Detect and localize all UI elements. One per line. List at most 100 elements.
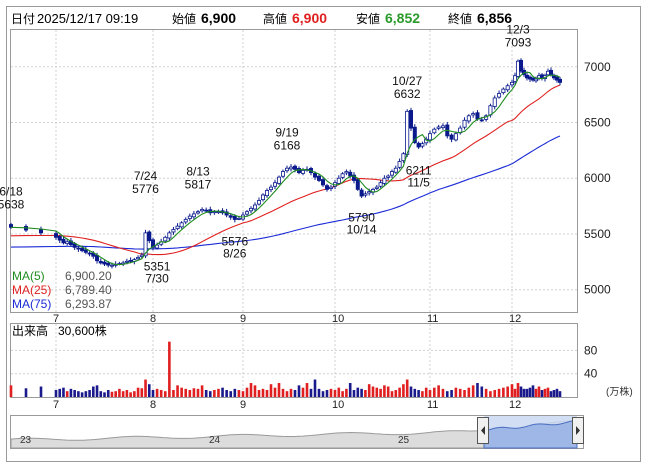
candle bbox=[87, 251, 92, 257]
candle-body bbox=[351, 174, 356, 181]
volume-bar bbox=[114, 391, 117, 397]
price-x-tick-label: 10 bbox=[332, 313, 344, 325]
ma5-line bbox=[10, 71, 561, 266]
candle-body bbox=[427, 133, 432, 141]
candle-body bbox=[340, 173, 345, 178]
volume-bar bbox=[437, 385, 440, 397]
price-y-tick-label: 6000 bbox=[584, 171, 611, 185]
candle-body bbox=[80, 247, 85, 252]
volume-bar bbox=[386, 386, 390, 397]
candle-body bbox=[204, 209, 209, 212]
volume-bar bbox=[281, 388, 285, 397]
volume-bar bbox=[233, 388, 237, 397]
volume-bar bbox=[546, 387, 550, 397]
candle bbox=[453, 131, 458, 142]
candle-body bbox=[61, 238, 66, 244]
candle-body bbox=[179, 222, 184, 228]
ohlc-header-bg bbox=[7, 7, 640, 29]
volume-bar bbox=[309, 388, 313, 397]
volume-bar bbox=[348, 383, 352, 397]
annotation-value: 7093 bbox=[505, 35, 532, 49]
candle bbox=[195, 210, 200, 215]
volume-bar bbox=[489, 391, 492, 397]
candle-body bbox=[57, 236, 62, 241]
volume-bar bbox=[497, 388, 501, 397]
volume-bar bbox=[9, 385, 13, 397]
price-y-tick-label: 5000 bbox=[584, 283, 611, 297]
ma75-legend-value: 6,293.87 bbox=[65, 297, 112, 311]
candle-body bbox=[195, 211, 200, 214]
volume-bar bbox=[333, 390, 337, 397]
volume-bar bbox=[217, 388, 220, 397]
candle bbox=[228, 214, 233, 220]
candle bbox=[401, 152, 406, 163]
price-x-axis: 7 8 9 10 11 12 bbox=[53, 313, 521, 325]
volume-bar bbox=[184, 388, 188, 397]
volume-bar bbox=[221, 387, 224, 397]
ma75-legend-label: MA(75) bbox=[12, 297, 51, 311]
volume-bar bbox=[180, 387, 183, 397]
volume-x-tick-label: 10 bbox=[332, 399, 344, 411]
candle bbox=[497, 90, 502, 99]
volume-bar bbox=[413, 388, 417, 397]
volume-bar bbox=[555, 388, 559, 397]
volume-bar bbox=[516, 383, 520, 397]
candle bbox=[363, 191, 368, 198]
volume-y-tick-label: 80 bbox=[584, 343, 598, 357]
candle-body bbox=[344, 171, 349, 174]
candle bbox=[76, 245, 81, 252]
volume-bar bbox=[317, 388, 321, 397]
candle-body bbox=[420, 143, 425, 147]
candle bbox=[416, 141, 421, 149]
ohlc-header: 日付 2025/12/17 09:19 始値 6,900 高値 6,900 安値… bbox=[7, 7, 640, 29]
volume-bar bbox=[110, 391, 114, 397]
candle bbox=[432, 127, 437, 135]
candle-body bbox=[408, 110, 413, 129]
low-label: 安値 bbox=[356, 11, 380, 26]
volume-bar bbox=[237, 390, 241, 397]
annotation-value: 5776 bbox=[132, 182, 159, 196]
navigator-right-handle[interactable] bbox=[572, 417, 584, 444]
candle bbox=[374, 185, 379, 191]
volume-bar bbox=[360, 388, 363, 397]
volume-bar bbox=[409, 386, 413, 397]
volume-bar bbox=[480, 386, 484, 397]
annotation-value: 5351 bbox=[144, 260, 171, 274]
volume-bar bbox=[99, 391, 103, 397]
candle-body bbox=[374, 186, 379, 189]
candle-body bbox=[171, 229, 176, 233]
volume-bar bbox=[140, 388, 144, 397]
range-navigator[interactable]: 23 24 25 bbox=[10, 415, 584, 449]
candle-body bbox=[367, 191, 372, 194]
candle-body bbox=[479, 119, 484, 122]
volume-bar bbox=[394, 390, 398, 397]
volume-latest: 30,600株 bbox=[58, 323, 107, 338]
navigator-selected-line bbox=[483, 419, 578, 449]
candle bbox=[280, 169, 285, 179]
volume-bar bbox=[65, 391, 69, 397]
candle bbox=[436, 124, 441, 131]
volume-bar bbox=[24, 388, 28, 397]
volume-bar bbox=[261, 388, 265, 397]
volume-bar bbox=[537, 386, 541, 397]
candle-body bbox=[416, 142, 421, 148]
volume-bar bbox=[253, 385, 257, 397]
volume-bar bbox=[510, 384, 514, 397]
candle bbox=[355, 177, 360, 191]
price-y-tick-label: 5500 bbox=[584, 227, 611, 241]
candle-body bbox=[167, 232, 172, 239]
price-y-tick-label: 6500 bbox=[584, 116, 611, 130]
volume-bar bbox=[525, 388, 529, 397]
candle bbox=[147, 230, 152, 244]
annotation-date: 10/27 bbox=[392, 74, 422, 88]
volume-x-tick-label: 11 bbox=[427, 399, 438, 411]
candle-body bbox=[87, 252, 92, 255]
volume-x-tick-label: 12 bbox=[509, 399, 521, 411]
candle-body bbox=[272, 182, 277, 187]
candle-body bbox=[324, 185, 329, 190]
navigator-left-handle[interactable] bbox=[477, 417, 489, 444]
candle bbox=[492, 95, 497, 110]
candle-body bbox=[440, 125, 445, 129]
volume-bar bbox=[513, 388, 517, 397]
